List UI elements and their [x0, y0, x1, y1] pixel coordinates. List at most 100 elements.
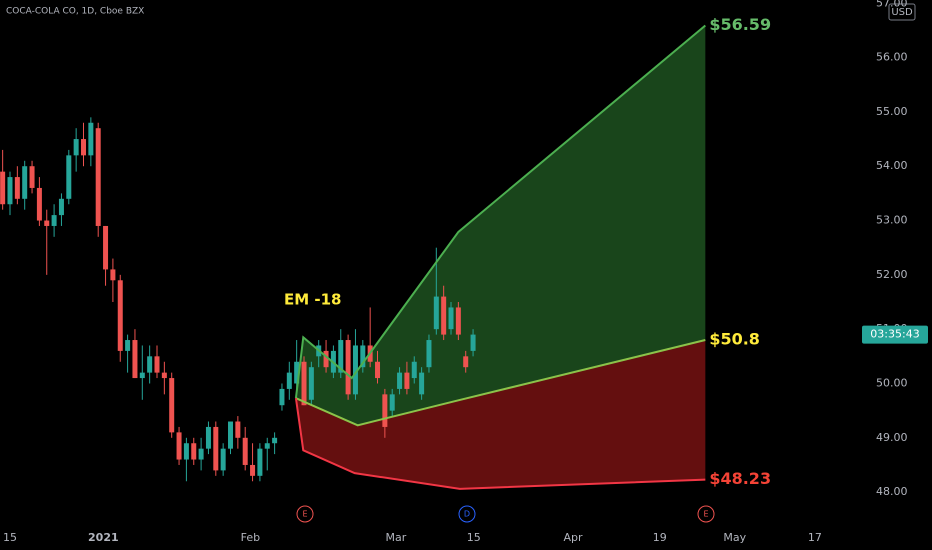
event-label: E	[302, 510, 307, 519]
x-tick-label: 15	[467, 531, 481, 544]
candle-body	[470, 334, 476, 351]
y-tick-label: 54.00	[876, 159, 908, 172]
candle-body	[0, 171, 6, 205]
candle-body	[22, 166, 28, 199]
candle-body	[463, 356, 469, 368]
x-tick-label: 2021	[88, 531, 119, 544]
candle-body	[198, 448, 204, 460]
area-up	[295, 25, 706, 426]
candle-body	[352, 345, 358, 395]
candle-body	[279, 388, 285, 406]
expected-move-label: $56.59	[709, 15, 771, 34]
x-tick-label: 15	[3, 531, 17, 544]
candle-body	[103, 225, 109, 270]
countdown-label: 03:35:43	[870, 328, 919, 341]
y-tick-label: 50.00	[876, 376, 908, 389]
candle-body	[154, 356, 160, 373]
area-down	[295, 340, 706, 489]
candle-body	[176, 432, 182, 460]
candle-body	[110, 269, 116, 281]
y-tick-label: 55.00	[876, 105, 908, 118]
candle-body	[88, 122, 94, 156]
candle-body	[183, 443, 189, 460]
candle-body	[426, 340, 432, 368]
event-markers: E D E	[296, 505, 715, 523]
candle-body	[36, 187, 42, 221]
candle-body	[125, 340, 131, 351]
x-tick-label: Apr	[564, 531, 584, 544]
y-tick-label: 57.00	[876, 0, 908, 9]
candle-body	[360, 345, 366, 368]
candle-body	[389, 394, 395, 411]
candle-body	[147, 356, 153, 373]
x-tick-label: 17	[808, 531, 822, 544]
x-tick-label: 19	[653, 531, 667, 544]
candle-body	[441, 296, 447, 335]
candle-body	[161, 372, 167, 379]
candle-body	[213, 426, 219, 471]
candle-body	[205, 426, 211, 449]
candle-body	[14, 177, 20, 199]
candle-body	[264, 443, 270, 449]
expected-move-line	[295, 339, 706, 427]
candle-body	[382, 394, 388, 427]
candle-body	[169, 378, 175, 433]
candle-body	[132, 340, 138, 379]
candle-body	[257, 448, 263, 476]
price-label-box	[862, 325, 928, 344]
candle-body	[66, 155, 72, 199]
candle-body	[139, 372, 145, 379]
candle-body	[80, 139, 86, 156]
candle-body	[29, 166, 35, 188]
expected-move-label: $50.8	[709, 330, 760, 349]
candle-body	[338, 340, 344, 373]
candle-body	[73, 139, 79, 156]
candle-body	[323, 350, 329, 368]
y-tick-label: 48.00	[876, 485, 908, 498]
candle-body	[308, 367, 314, 400]
x-tick-label: May	[723, 531, 746, 544]
candle-body	[411, 361, 417, 379]
y-tick-label: 53.00	[876, 214, 908, 227]
candle-body	[228, 421, 234, 449]
candle-body	[95, 128, 101, 226]
annotation: EM -18	[284, 291, 342, 309]
x-tick-label: Feb	[241, 531, 260, 544]
candle-body	[220, 448, 226, 471]
candle-body	[250, 464, 256, 476]
candle-body	[433, 296, 439, 330]
candle-body	[419, 372, 425, 395]
candle-body	[117, 280, 123, 351]
expected-move-areas	[295, 25, 706, 489]
event-marker[interactable]	[458, 505, 476, 523]
candle-body	[448, 307, 454, 330]
candle-body	[58, 198, 64, 216]
candle-body	[242, 437, 248, 465]
expected-move-line	[294, 398, 706, 490]
event-label: D	[464, 510, 470, 519]
candle-body	[235, 421, 241, 438]
y-tick-label: 56.00	[876, 51, 908, 64]
currency[interactable]: USD	[891, 7, 913, 18]
candle-body	[345, 340, 351, 395]
candle-body	[397, 372, 403, 389]
event-label: E	[703, 510, 708, 519]
candle-body	[191, 443, 197, 460]
currency-box[interactable]	[888, 3, 916, 21]
expected-move-label: $48.23	[709, 469, 771, 488]
candle-body	[301, 361, 307, 406]
y-tick-label: 52.00	[876, 268, 908, 281]
candle-body	[51, 215, 57, 226]
event-marker[interactable]	[296, 505, 314, 523]
y-tick-label: 49.00	[876, 431, 908, 444]
expected-move-line	[294, 24, 706, 399]
candle-body	[272, 437, 278, 444]
event-marker[interactable]	[697, 505, 715, 523]
candle-body	[455, 307, 461, 335]
candle-body	[7, 177, 13, 205]
x-tick-label: Mar	[386, 531, 407, 544]
candle-body	[286, 372, 292, 389]
candle-body	[375, 361, 381, 379]
candle-body	[404, 372, 410, 389]
